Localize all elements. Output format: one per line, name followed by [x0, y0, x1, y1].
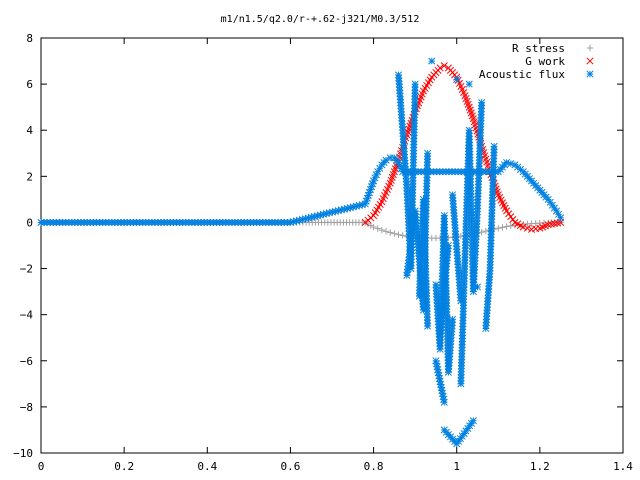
data-point [495, 225, 502, 232]
data-point [523, 224, 531, 232]
data-point [424, 149, 432, 157]
data-point [382, 228, 390, 235]
data-point [374, 225, 381, 232]
y-tick-label: −8 [20, 401, 33, 414]
legend-label: Acoustic flux [479, 68, 565, 81]
data-point [391, 230, 398, 237]
series-g-work [361, 62, 565, 233]
y-tick-label: −10 [13, 447, 33, 460]
data-point [457, 297, 465, 305]
legend-marker [586, 57, 594, 65]
data-point [503, 223, 510, 230]
data-point [519, 223, 527, 231]
legend-label: R stress [512, 42, 565, 55]
data-point [490, 142, 498, 150]
data-point [507, 222, 514, 230]
legend-marker [586, 44, 594, 52]
data-point [411, 80, 419, 88]
data-point [424, 322, 432, 330]
data-point [507, 160, 515, 168]
data-point [469, 417, 477, 425]
data-point [555, 210, 563, 218]
x-tick-label: 0 [38, 460, 45, 473]
x-tick-label: 0.6 [280, 460, 300, 473]
data-point [440, 62, 448, 70]
data-point [428, 57, 436, 65]
x-tick-label: 1.2 [530, 460, 550, 473]
data-point [444, 241, 452, 250]
data-point [478, 228, 485, 236]
legend-marker [586, 70, 594, 78]
y-tick-label: −6 [20, 355, 33, 368]
data-point [438, 386, 446, 394]
data-point [364, 220, 372, 228]
y-tick-label: 8 [26, 32, 33, 45]
legend-label: G work [525, 55, 565, 68]
data-point [378, 226, 386, 234]
data-point [395, 231, 402, 238]
x-tick-label: 0.2 [114, 460, 134, 473]
data-point [499, 224, 506, 231]
y-tick-label: 0 [26, 216, 33, 229]
data-point [478, 99, 486, 107]
y-tick-label: −2 [20, 263, 33, 276]
chart-title: m1/n1.5/q2.0/r-+.62-j321/M0.3/512 [221, 14, 420, 25]
y-tick-label: 6 [26, 78, 33, 91]
data-point [440, 398, 448, 406]
y-tick-label: 2 [26, 170, 33, 183]
x-tick-label: 1 [453, 460, 460, 473]
data-point [399, 232, 406, 239]
y-tick-label: −4 [20, 309, 34, 322]
plot-frame [40, 37, 624, 454]
y-tick-label: 4 [26, 124, 33, 137]
data-point [370, 223, 377, 231]
data-point [465, 80, 473, 88]
data-point [503, 158, 511, 167]
x-tick-label: 0.4 [197, 460, 217, 473]
series-acoustic-flux [37, 57, 565, 448]
data-point [387, 229, 394, 236]
data-point [453, 75, 461, 84]
data-point [436, 64, 444, 72]
x-tick-label: 0.8 [364, 460, 384, 473]
data-point [449, 315, 457, 323]
data-point [557, 214, 565, 222]
x-tick-label: 1.4 [613, 460, 633, 473]
data-point [473, 283, 482, 291]
